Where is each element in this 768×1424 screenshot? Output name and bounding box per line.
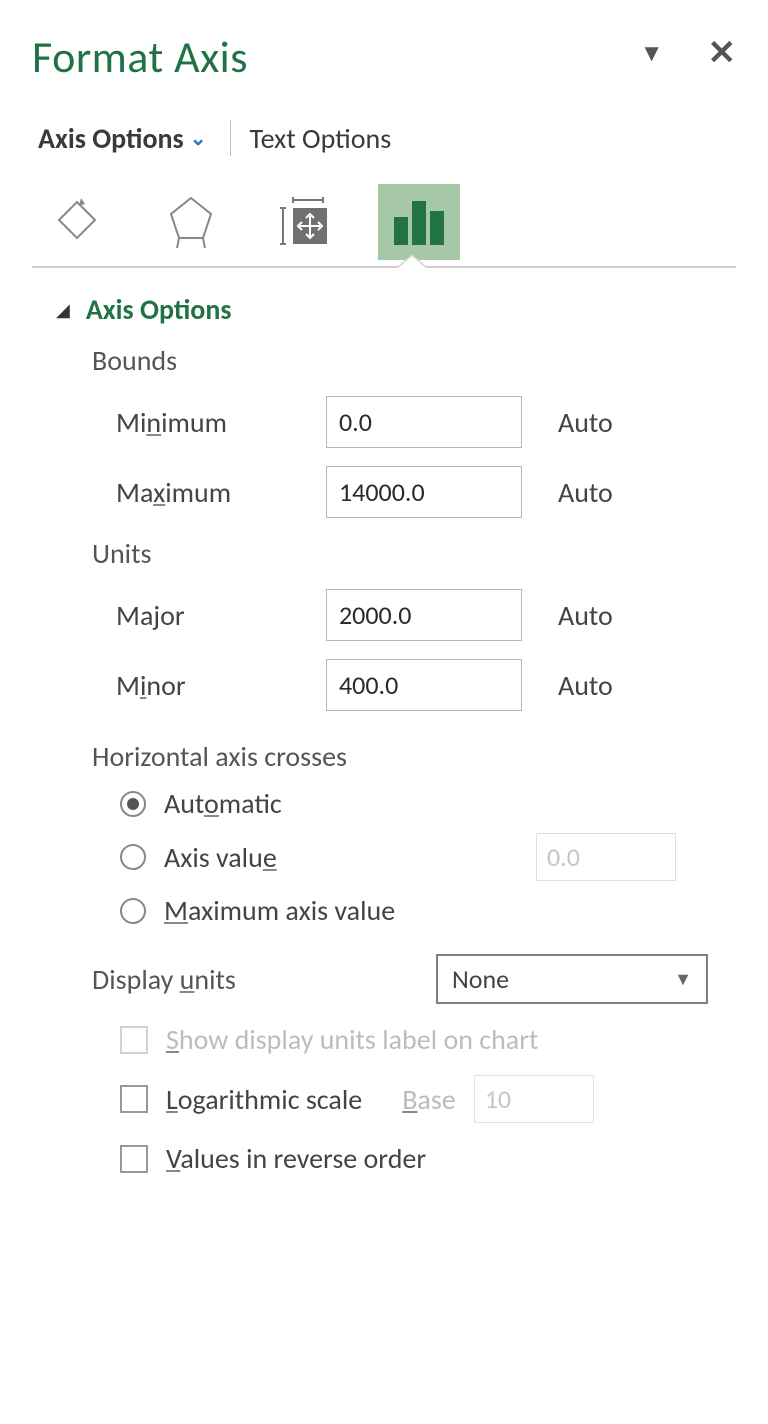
section-title: Axis Options bbox=[86, 292, 232, 327]
radio-icon bbox=[120, 898, 146, 924]
display-units-label: Display units bbox=[92, 962, 236, 997]
tab-axis-options[interactable]: Axis Options ⌄ bbox=[38, 121, 212, 156]
collapse-caret-icon: ◢ bbox=[56, 299, 70, 321]
crosses-label: Horizontal axis crosses bbox=[32, 739, 736, 774]
units-minor-input[interactable] bbox=[326, 659, 522, 711]
chevron-down-icon: ▼ bbox=[674, 968, 692, 990]
logarithmic-label: Logarithmic scale bbox=[166, 1082, 362, 1117]
units-label: Units bbox=[32, 536, 736, 571]
effects-icon[interactable] bbox=[150, 184, 232, 260]
notch-icon bbox=[396, 254, 428, 268]
bounds-maximum-auto[interactable]: Auto bbox=[558, 475, 613, 510]
reverse-label: Values in reverse order bbox=[166, 1141, 426, 1176]
radio-icon bbox=[120, 791, 146, 817]
bounds-maximum-label: Maximum bbox=[116, 475, 326, 510]
log-base-input[interactable] bbox=[474, 1075, 594, 1123]
section-axis-options[interactable]: ◢ Axis Options bbox=[32, 292, 736, 327]
bounds-maximum-input[interactable] bbox=[326, 466, 522, 518]
show-display-units-row: Show display units label on chart bbox=[32, 1022, 736, 1057]
crosses-maximum-row[interactable]: Maximum axis value bbox=[32, 893, 736, 928]
size-properties-icon[interactable] bbox=[264, 184, 346, 260]
crosses-automatic-row[interactable]: Automatic bbox=[32, 786, 736, 821]
bounds-minimum-input[interactable] bbox=[326, 396, 522, 448]
units-major-label: Major bbox=[116, 598, 326, 633]
units-major-row: Major Auto bbox=[32, 589, 736, 641]
fill-line-icon[interactable] bbox=[36, 184, 118, 260]
units-minor-label: Minor bbox=[116, 668, 326, 703]
top-tabs: Axis Options ⌄ Text Options bbox=[32, 120, 736, 156]
chevron-down-icon: ⌄ bbox=[190, 126, 207, 151]
bounds-label: Bounds bbox=[32, 343, 736, 378]
units-minor-auto[interactable]: Auto bbox=[558, 668, 613, 703]
bounds-minimum-auto[interactable]: Auto bbox=[558, 405, 613, 440]
log-base-label: Base bbox=[402, 1082, 456, 1117]
checkbox-icon[interactable] bbox=[120, 1145, 148, 1173]
show-display-units-label: Show display units label on chart bbox=[166, 1022, 538, 1057]
display-units-row: Display units None ▼ bbox=[32, 954, 736, 1004]
divider bbox=[32, 266, 736, 268]
units-minor-row: Minor Auto bbox=[32, 659, 736, 711]
crosses-axis-value-row[interactable]: Axis value bbox=[32, 833, 736, 881]
tab-text-options[interactable]: Text Options bbox=[249, 121, 397, 156]
display-units-value: None bbox=[452, 963, 509, 995]
crosses-maximum-label: Maximum axis value bbox=[164, 893, 395, 928]
reverse-row: Values in reverse order bbox=[32, 1141, 736, 1176]
radio-icon bbox=[120, 844, 146, 870]
display-units-select[interactable]: None ▼ bbox=[436, 954, 708, 1004]
crosses-axis-value-label: Axis value bbox=[164, 840, 277, 875]
panel-header: Format Axis ▼ ✕ bbox=[32, 30, 736, 84]
crosses-automatic-label: Automatic bbox=[164, 786, 282, 821]
icon-tab-row bbox=[32, 184, 736, 264]
bounds-maximum-row: Maximum Auto bbox=[32, 466, 736, 518]
crosses-axis-value-input[interactable] bbox=[536, 833, 676, 881]
tab-separator bbox=[230, 120, 231, 156]
bounds-minimum-row: Minimum Auto bbox=[32, 396, 736, 448]
checkbox-icon bbox=[120, 1026, 148, 1054]
logarithmic-row: Logarithmic scale Base bbox=[32, 1075, 736, 1123]
axis-options-icon[interactable] bbox=[378, 184, 460, 260]
bounds-minimum-label: Minimum bbox=[116, 405, 326, 440]
units-major-auto[interactable]: Auto bbox=[558, 598, 613, 633]
tab-axis-options-label: Axis Options bbox=[38, 121, 184, 156]
close-icon[interactable]: ✕ bbox=[708, 33, 737, 74]
tab-text-options-label: Text Options bbox=[249, 121, 391, 156]
panel-title: Format Axis bbox=[32, 30, 248, 84]
checkbox-icon[interactable] bbox=[120, 1085, 148, 1113]
units-major-input[interactable] bbox=[326, 589, 522, 641]
panel-menu-caret-icon[interactable]: ▼ bbox=[640, 39, 664, 68]
